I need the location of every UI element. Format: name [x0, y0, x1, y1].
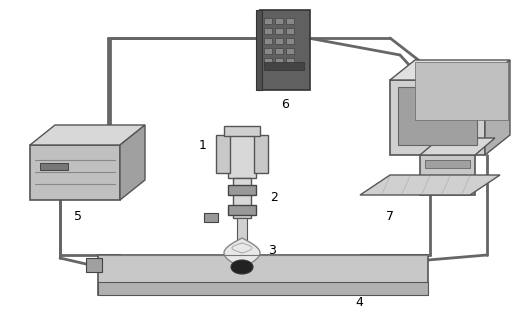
Bar — [256, 10, 262, 90]
Bar — [254, 135, 268, 173]
Bar — [260, 10, 310, 90]
Bar — [425, 160, 470, 168]
Text: 5: 5 — [74, 210, 82, 223]
Polygon shape — [485, 60, 510, 155]
Bar — [264, 62, 304, 70]
Bar — [275, 28, 283, 34]
Bar — [398, 87, 477, 145]
Text: 1: 1 — [199, 139, 207, 151]
Bar — [216, 135, 230, 173]
Bar — [264, 38, 272, 44]
Bar — [275, 58, 283, 64]
Text: 6: 6 — [281, 98, 289, 111]
Polygon shape — [360, 175, 500, 195]
Text: 7: 7 — [386, 210, 394, 223]
Polygon shape — [30, 125, 145, 145]
Bar — [228, 205, 256, 215]
Bar — [86, 258, 102, 272]
Bar — [286, 28, 294, 34]
Bar — [237, 218, 247, 240]
Bar — [98, 255, 428, 295]
Bar — [275, 18, 283, 24]
Bar — [98, 282, 428, 295]
Bar — [264, 18, 272, 24]
Bar — [420, 155, 475, 195]
Bar — [40, 163, 68, 170]
Text: 3: 3 — [268, 244, 276, 257]
Text: 2: 2 — [270, 190, 278, 204]
Bar — [275, 38, 283, 44]
Bar — [233, 178, 251, 218]
Bar — [228, 185, 256, 195]
Bar — [224, 126, 260, 136]
Bar — [286, 48, 294, 54]
Bar — [286, 18, 294, 24]
Bar — [415, 62, 508, 120]
Bar — [264, 48, 272, 54]
Polygon shape — [120, 125, 145, 200]
Bar — [228, 130, 256, 178]
Polygon shape — [390, 60, 510, 80]
Bar — [275, 48, 283, 54]
Polygon shape — [224, 238, 260, 268]
Bar — [264, 28, 272, 34]
Text: 4: 4 — [355, 295, 363, 308]
Polygon shape — [420, 138, 495, 155]
Bar — [204, 213, 218, 222]
Ellipse shape — [231, 260, 253, 274]
Bar — [264, 58, 272, 64]
Bar — [286, 38, 294, 44]
Bar — [286, 58, 294, 64]
Bar — [30, 145, 120, 200]
Bar — [390, 80, 485, 155]
